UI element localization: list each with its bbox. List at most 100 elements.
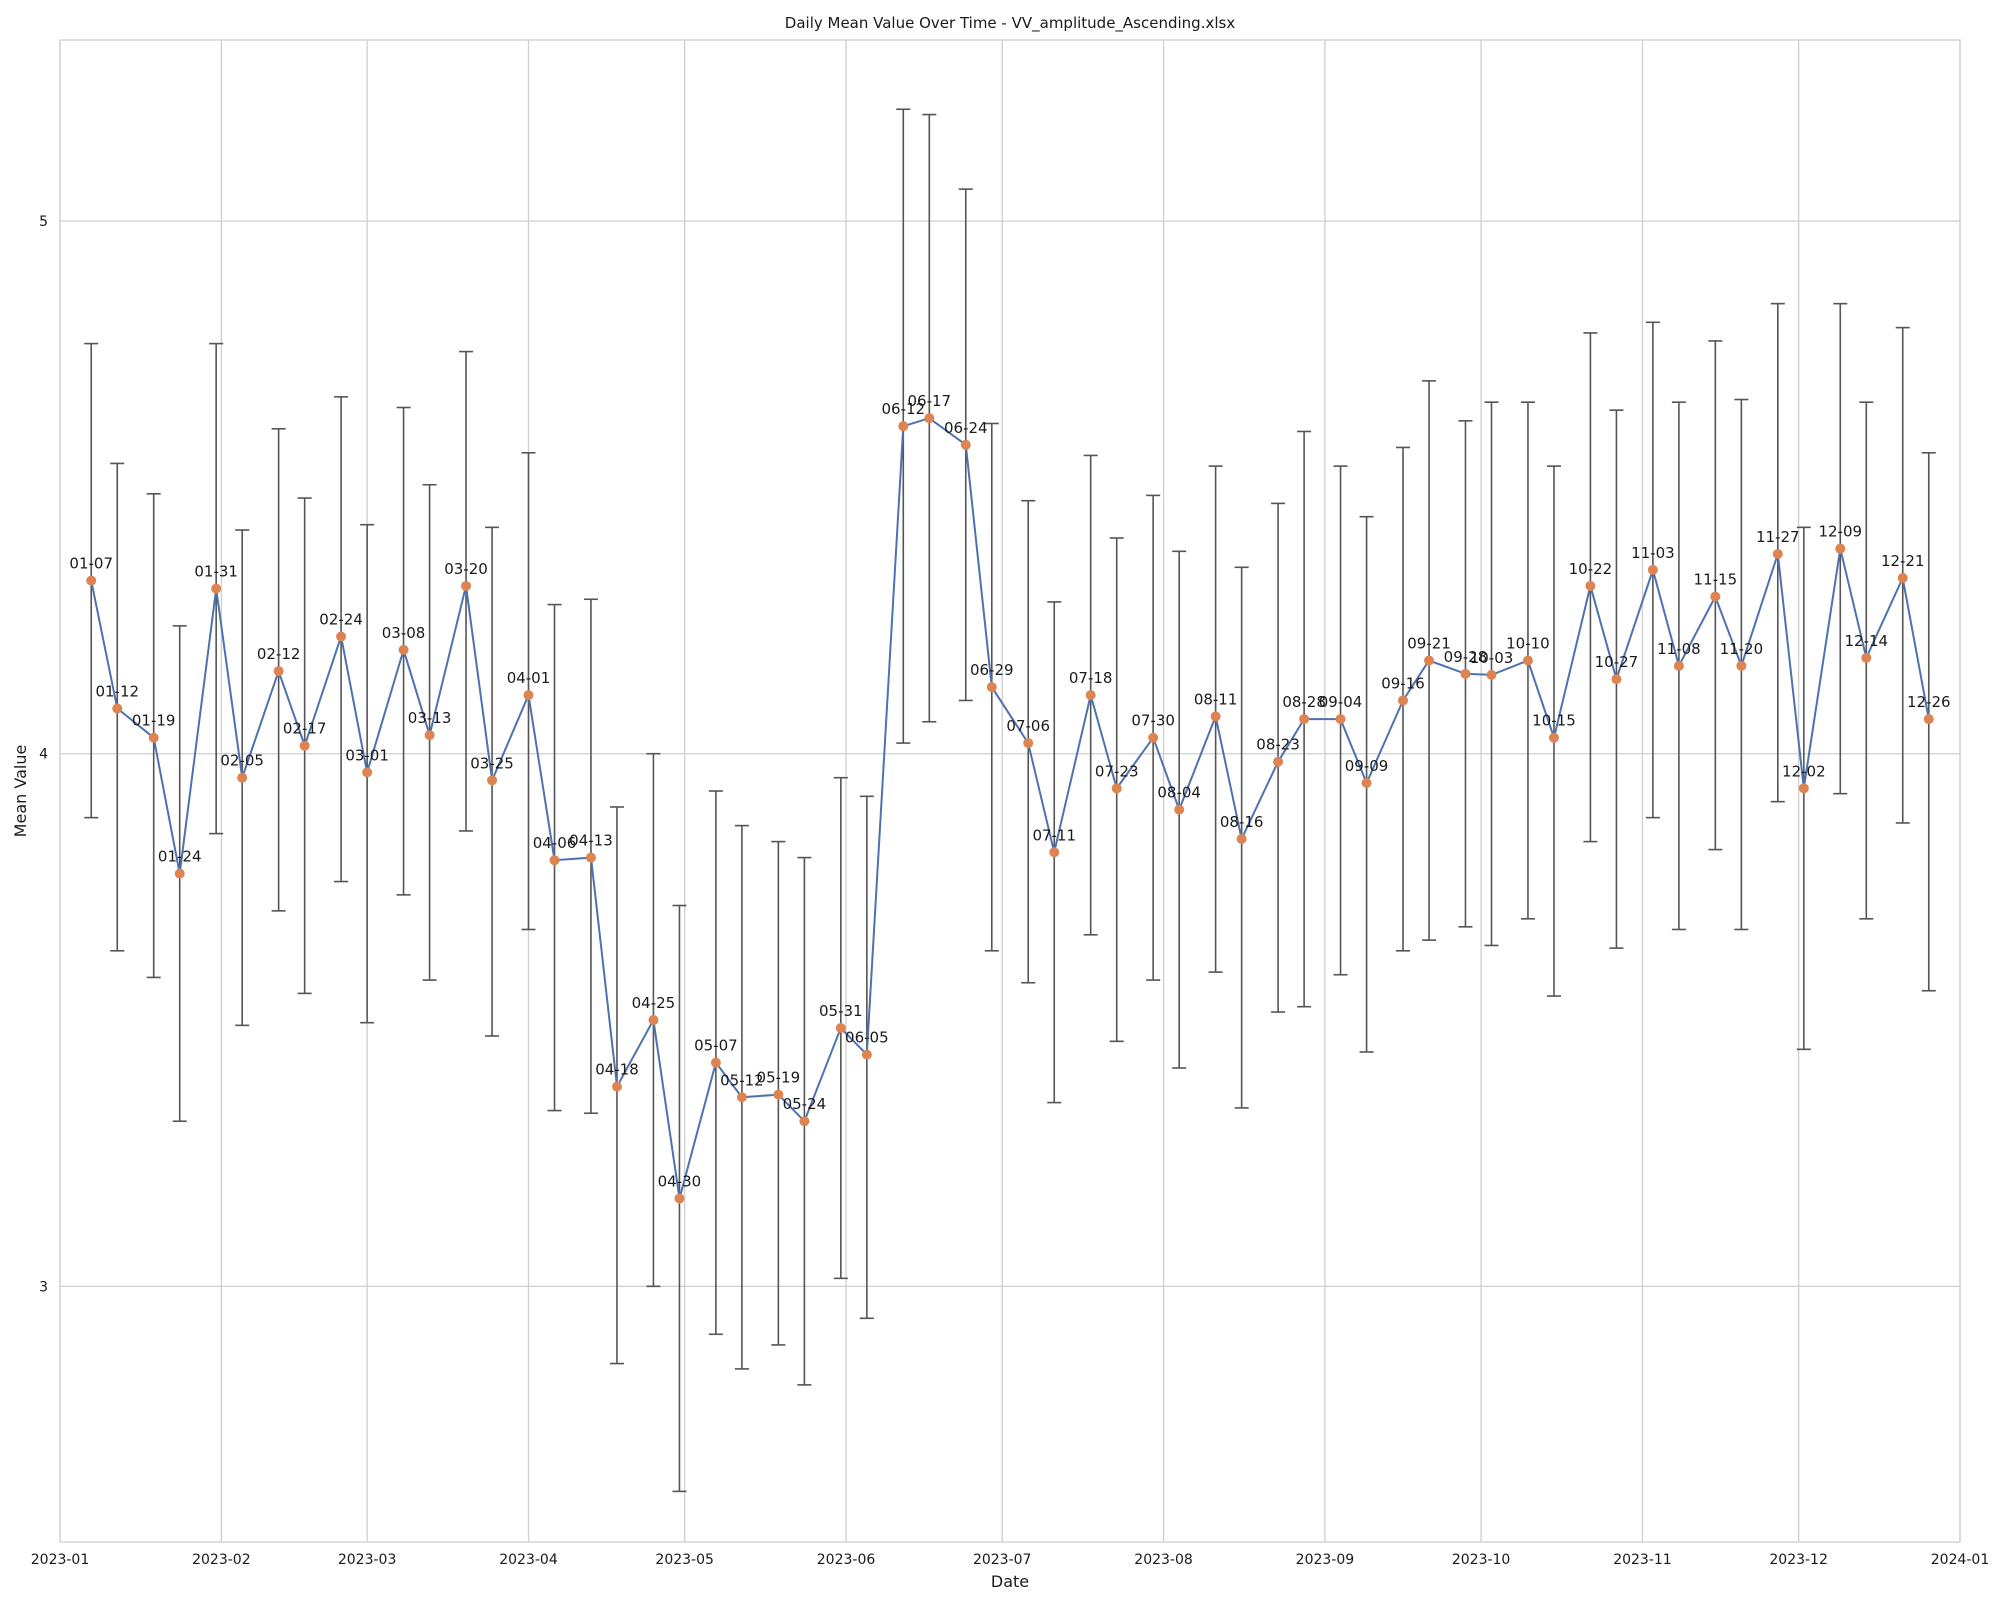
data-point (1611, 674, 1622, 685)
data-label: 01-19 (132, 712, 176, 730)
data-label: 08-04 (1157, 784, 1201, 802)
x-tick-label: 2023-05 (655, 1552, 714, 1568)
x-axis-label: Date (991, 1572, 1029, 1591)
data-label: 10-15 (1532, 712, 1576, 730)
data-point (1486, 669, 1497, 680)
data-point (549, 855, 560, 866)
data-point (336, 631, 347, 642)
data-label: 07-11 (1032, 826, 1076, 844)
y-axis-ticks: 3 4 5 (39, 214, 48, 1295)
x-axis-ticks: 2023-01 2023-02 2023-03 2023-04 2023-05 2023-… (31, 1552, 1990, 1568)
x-tick-label: 2023-08 (1134, 1552, 1193, 1568)
x-tick-label: 2023-06 (817, 1552, 876, 1568)
data-label: 01-07 (69, 555, 113, 573)
data-label: 08-11 (1194, 690, 1238, 708)
data-point (148, 732, 159, 743)
data-point (1361, 778, 1372, 789)
data-label: 06-29 (970, 661, 1014, 679)
y-axis-label: Mean Value (11, 745, 30, 838)
data-point (237, 772, 248, 783)
data-label: 03-08 (382, 624, 426, 642)
data-label: 12-14 (1845, 632, 1889, 650)
data-label: 08-16 (1220, 813, 1264, 831)
data-label: 05-19 (757, 1069, 801, 1087)
data-label: 12-02 (1782, 762, 1826, 780)
data-label: 01-31 (194, 563, 238, 581)
error-bars (84, 108, 1936, 1493)
data-point (799, 1116, 810, 1127)
data-point (1897, 572, 1908, 583)
data-label: 08-28 (1282, 693, 1326, 711)
data-point (1335, 714, 1346, 725)
data-label: 04-06 (533, 834, 577, 852)
data-point (585, 852, 596, 863)
x-tick-label: 2023-12 (1769, 1552, 1828, 1568)
data-label: 02-12 (257, 645, 301, 663)
data-point (960, 439, 971, 450)
point-labels: 01-07 01-12 01-19 01-24 01-31 02-05 02-12 02-17… (69, 392, 1950, 1190)
series-line (90, 417, 1930, 1199)
x-tick-label: 2023-10 (1452, 1552, 1511, 1568)
data-point (1299, 714, 1310, 725)
data-label: 10-27 (1595, 653, 1639, 671)
data-markers (86, 413, 1934, 1204)
data-point (924, 413, 935, 424)
data-point (1049, 847, 1060, 858)
y-tick-label: 4 (39, 747, 48, 763)
x-tick-label: 2023-09 (1296, 1552, 1355, 1568)
data-label: 04-25 (632, 994, 676, 1012)
data-point (1710, 591, 1721, 602)
data-label: 04-18 (595, 1061, 639, 1079)
data-label: 09-09 (1345, 757, 1389, 775)
data-label: 06-17 (908, 392, 952, 410)
data-point (174, 868, 185, 879)
data-label: 11-27 (1756, 528, 1800, 546)
data-point (1424, 655, 1435, 666)
data-point (674, 1193, 685, 1204)
data-label: 12-09 (1818, 523, 1862, 541)
data-point (1647, 564, 1658, 575)
data-point (835, 1023, 846, 1034)
data-point (1736, 660, 1747, 671)
data-point (1548, 732, 1559, 743)
data-point (648, 1015, 659, 1026)
chart-title: Daily Mean Value Over Time - VV_amplitud… (785, 14, 1236, 33)
data-label: 11-15 (1694, 571, 1738, 589)
x-tick-label: 2023-01 (31, 1552, 90, 1568)
data-point (1023, 738, 1034, 749)
data-label: 11-08 (1657, 640, 1701, 658)
data-label: 06-05 (845, 1029, 889, 1047)
data-point (211, 583, 222, 594)
x-tick-label: 2023-11 (1613, 1552, 1672, 1568)
x-tick-label: 2023-02 (192, 1552, 251, 1568)
data-label: 10-22 (1569, 560, 1613, 578)
data-label: 07-18 (1069, 669, 1113, 687)
data-label: 03-25 (470, 754, 514, 772)
y-tick-label: 5 (39, 214, 48, 230)
data-point (1835, 543, 1846, 554)
data-point (1923, 714, 1934, 725)
data-point (112, 703, 123, 714)
data-label: 01-12 (95, 682, 139, 700)
data-point (1585, 580, 1596, 591)
data-point (273, 666, 284, 677)
data-label: 11-03 (1631, 544, 1675, 562)
data-label: 02-17 (283, 720, 327, 738)
data-label: 02-05 (220, 752, 264, 770)
data-point (1148, 732, 1159, 743)
data-point (1798, 783, 1809, 794)
data-point (362, 767, 373, 778)
data-label: 03-01 (345, 746, 389, 764)
data-point (1111, 783, 1122, 794)
data-point (1772, 548, 1783, 559)
data-label: 03-20 (444, 560, 488, 578)
data-label: 07-06 (1006, 717, 1050, 735)
data-point (1522, 655, 1533, 666)
data-label: 09-04 (1319, 693, 1363, 711)
data-label: 07-23 (1095, 762, 1139, 780)
x-tick-label: 2023-07 (973, 1552, 1032, 1568)
data-label: 02-24 (319, 611, 363, 629)
data-point (898, 421, 909, 432)
data-point (1673, 660, 1684, 671)
